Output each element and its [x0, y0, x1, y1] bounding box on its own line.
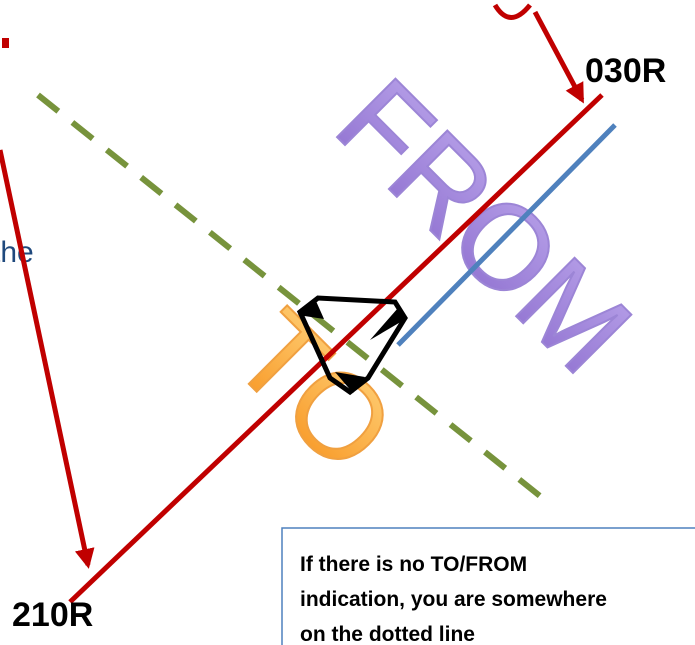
top-radial-label: 030R	[585, 52, 666, 90]
note-line: on the dotted line	[300, 623, 475, 645]
note-box	[281, 527, 695, 645]
note-line: indication, you are somewhere	[300, 588, 607, 611]
partial-red-text	[2, 38, 9, 48]
radial-line	[68, 93, 604, 604]
course-line	[396, 123, 617, 347]
bottom-radial-label: 210R	[12, 596, 93, 634]
dotted-line	[36, 92, 547, 503]
arrow	[532, 10, 585, 104]
aircraft-icon	[296, 295, 408, 396]
arrow	[0, 149, 95, 569]
partial-red-text	[492, 3, 532, 20]
note-line: If there is no TO/FROM	[300, 553, 527, 576]
